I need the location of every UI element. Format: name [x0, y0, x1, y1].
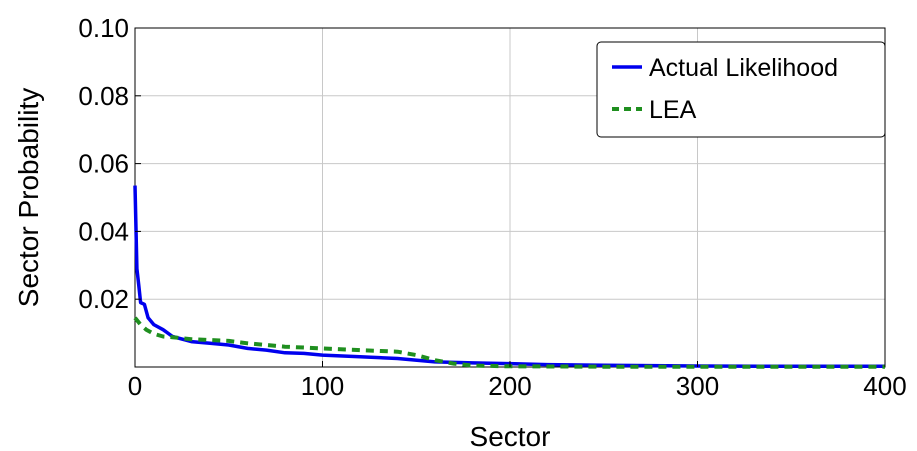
x-tick-label: 400	[863, 371, 906, 401]
legend: Actual Likelihood LEA	[596, 41, 886, 138]
x-tick-label: 300	[676, 371, 719, 401]
x-tick-label: 200	[488, 371, 531, 401]
x-axis-ticks: 0 100 200 300 400	[128, 361, 907, 401]
y-tick-label: 0.02	[78, 284, 129, 314]
y-tick-label: 0.08	[78, 81, 129, 111]
y-tick-label: 0.04	[78, 216, 129, 246]
series-line-actual-likelihood	[133, 185, 885, 369]
y-tick-label: 0.06	[78, 149, 129, 179]
y-tick-label: 0.10	[78, 13, 129, 43]
series-layer	[133, 185, 885, 369]
y-axis-ticks: 0.02 0.04 0.06 0.08 0.10	[78, 13, 141, 314]
x-tick-label: 100	[301, 371, 344, 401]
x-tick-label: 0	[128, 371, 142, 401]
legend-box	[596, 41, 886, 138]
legend-label-lea: LEA	[649, 96, 697, 124]
series-line-lea	[133, 316, 885, 369]
legend-label-actual-likelihood: Actual Likelihood	[649, 54, 838, 82]
x-axis-title: Sector	[470, 421, 551, 451]
y-axis-title: Sector Probability	[13, 88, 44, 307]
